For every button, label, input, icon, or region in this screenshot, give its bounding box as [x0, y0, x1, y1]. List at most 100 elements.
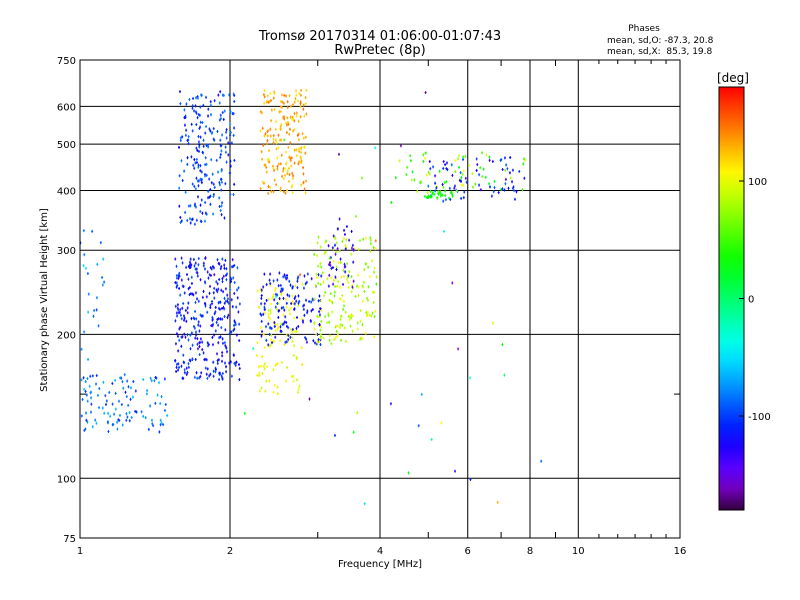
- scatter-point: [430, 437, 433, 441]
- scatter-point: [104, 402, 107, 406]
- scatter-point: [351, 285, 354, 289]
- scatter-point: [190, 263, 193, 267]
- scatter-point: [346, 278, 349, 282]
- scatter-point: [289, 335, 292, 339]
- scatter-point: [95, 296, 98, 300]
- scatter-point: [212, 127, 215, 131]
- scatter-point: [270, 119, 273, 123]
- scatter-point: [153, 379, 156, 383]
- scatter-point: [227, 301, 230, 305]
- scatter-point: [231, 305, 234, 309]
- scatter-point: [221, 317, 224, 321]
- scatter-point: [243, 411, 246, 415]
- scatter-point: [131, 395, 134, 399]
- scatter-point: [482, 167, 485, 171]
- scatter-point: [229, 280, 232, 284]
- scatter-point: [289, 115, 292, 119]
- scatter-point: [183, 123, 186, 127]
- scatter-point: [198, 329, 201, 333]
- scatter-point: [335, 329, 338, 333]
- scatter-point: [280, 287, 283, 291]
- scatter-point: [283, 308, 286, 312]
- scatter-point: [342, 274, 345, 278]
- scatter-point: [220, 288, 223, 292]
- scatter-point: [189, 292, 192, 296]
- scatter-point: [232, 329, 235, 333]
- scatter-point: [298, 147, 301, 151]
- scatter-point: [265, 379, 268, 383]
- scatter-point: [508, 171, 511, 175]
- scatter-point: [270, 302, 273, 306]
- scatter-point: [330, 266, 333, 270]
- scatter-point: [232, 353, 235, 357]
- scatter-point: [95, 308, 98, 312]
- scatter-point: [232, 193, 235, 197]
- scatter-point: [180, 278, 183, 282]
- scatter-point: [206, 310, 209, 314]
- scatter-point: [277, 325, 280, 329]
- scatter-point: [296, 286, 299, 290]
- scatter-point: [265, 325, 268, 329]
- scatter-point: [223, 314, 226, 318]
- scatter-point: [230, 374, 233, 378]
- scatter-point: [427, 170, 430, 174]
- scatter-point: [183, 318, 186, 322]
- scatter-point: [177, 368, 180, 372]
- scatter-point: [423, 194, 426, 198]
- scatter-point: [201, 211, 204, 215]
- scatter-point: [230, 330, 233, 334]
- scatter-point: [280, 329, 283, 333]
- scatter-point: [285, 340, 288, 344]
- scatter-point: [343, 228, 346, 232]
- scatter-point: [186, 273, 189, 277]
- scatter-point: [185, 373, 188, 377]
- scatter-point: [319, 328, 322, 332]
- scatter-point: [273, 298, 276, 302]
- scatter-point: [361, 337, 364, 341]
- scatter-point: [207, 276, 210, 280]
- scatter-point: [355, 284, 358, 288]
- scatter-point: [214, 329, 217, 333]
- axes: 1 2 4 6 8 10 16 75 100 200 300 400 500 600 750: [57, 56, 686, 557]
- scatter-point: [178, 327, 181, 331]
- scatter-point: [286, 293, 289, 297]
- x-tick-label: 6: [465, 546, 471, 557]
- scatter-point: [281, 100, 284, 104]
- scatter-point: [121, 380, 124, 384]
- scatter-point: [193, 264, 196, 268]
- scatter-point: [84, 389, 87, 393]
- scatter-point: [356, 321, 359, 325]
- scatter-point: [212, 194, 215, 198]
- scatter-point: [293, 161, 296, 165]
- scatter-point: [216, 359, 219, 363]
- scatter-point: [192, 316, 195, 320]
- scatter-point: [345, 225, 348, 229]
- scatter-point: [416, 189, 419, 193]
- scatter-point: [236, 296, 239, 300]
- scatter-point: [363, 289, 366, 293]
- scatter-point: [291, 300, 294, 304]
- scatter-point: [457, 347, 460, 351]
- scatter-point: [187, 135, 190, 139]
- scatter-point: [285, 121, 288, 125]
- scatter-point: [179, 313, 182, 317]
- scatter-point: [282, 190, 285, 194]
- scatter-point: [210, 181, 213, 185]
- scatter-point: [309, 319, 312, 323]
- x-tick-label: 4: [377, 546, 383, 557]
- scatter-point: [331, 266, 334, 270]
- scatter-point: [274, 127, 277, 131]
- scatter-point: [288, 279, 291, 283]
- scatter-point: [491, 321, 494, 325]
- scatter-point: [448, 186, 451, 190]
- scatter-point: [277, 284, 280, 288]
- scatter-point: [186, 370, 189, 374]
- scatter-point: [347, 274, 350, 278]
- scatter-point: [221, 337, 224, 341]
- scatter-point: [449, 197, 452, 201]
- scatter-point: [209, 306, 212, 310]
- scatter-point: [314, 284, 317, 288]
- scatter-point: [265, 283, 268, 287]
- scatter-point: [503, 373, 506, 377]
- scatter-point: [454, 469, 457, 473]
